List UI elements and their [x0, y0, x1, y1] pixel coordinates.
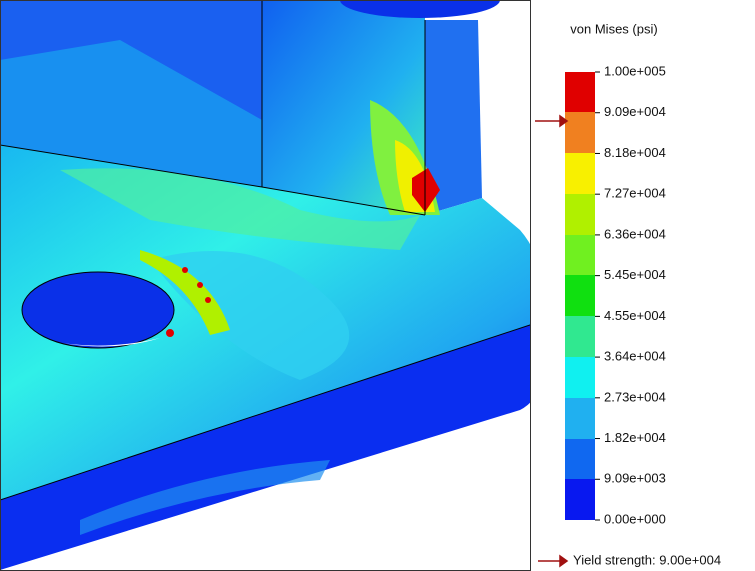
- legend-label: 1.00e+005: [604, 63, 666, 78]
- legend-band: [565, 275, 595, 316]
- legend-band: [565, 479, 595, 520]
- stress-hotspot: [182, 267, 188, 273]
- legend-label: 5.45e+004: [604, 267, 666, 282]
- legend-label: 4.55e+004: [604, 308, 666, 323]
- part-model: [0, 0, 545, 571]
- legend-label: 9.09e+004: [604, 104, 666, 119]
- legend-label: 3.64e+004: [604, 349, 666, 364]
- legend-colorbar: [565, 72, 595, 520]
- legend-band: [565, 357, 595, 398]
- hole: [22, 272, 174, 348]
- stress-hotspot: [197, 282, 203, 288]
- legend-label: 2.73e+004: [604, 389, 666, 404]
- stress-plot: von Mises (psi) 1.00e+005 9.09e+004 8.18e+…: [0, 0, 755, 571]
- legend-title: von Mises (psi): [570, 21, 657, 36]
- legend-label: 6.36e+004: [604, 226, 666, 241]
- legend-label: 9.09e+003: [604, 471, 666, 486]
- legend-label: 7.27e+004: [604, 186, 666, 201]
- legend-band: [565, 153, 595, 194]
- legend-band: [565, 112, 595, 153]
- legend-label: 1.82e+004: [604, 430, 666, 445]
- yield-strength: Yield strength: 9.00e+004: [573, 552, 721, 567]
- legend-band: [565, 398, 595, 439]
- screenshot: von Mises (psi) 1.00e+005 9.09e+004 8.18e+…: [0, 0, 755, 571]
- stress-hotspot: [205, 297, 211, 303]
- legend-label: 8.18e+004: [604, 145, 666, 160]
- legend-band: [565, 72, 595, 113]
- legend-band: [565, 316, 595, 357]
- legend-band: [565, 194, 595, 235]
- legend-band: [565, 439, 595, 480]
- stress-hotspot: [166, 329, 174, 337]
- legend-band: [565, 235, 595, 276]
- legend-label: 0.00e+000: [604, 511, 666, 526]
